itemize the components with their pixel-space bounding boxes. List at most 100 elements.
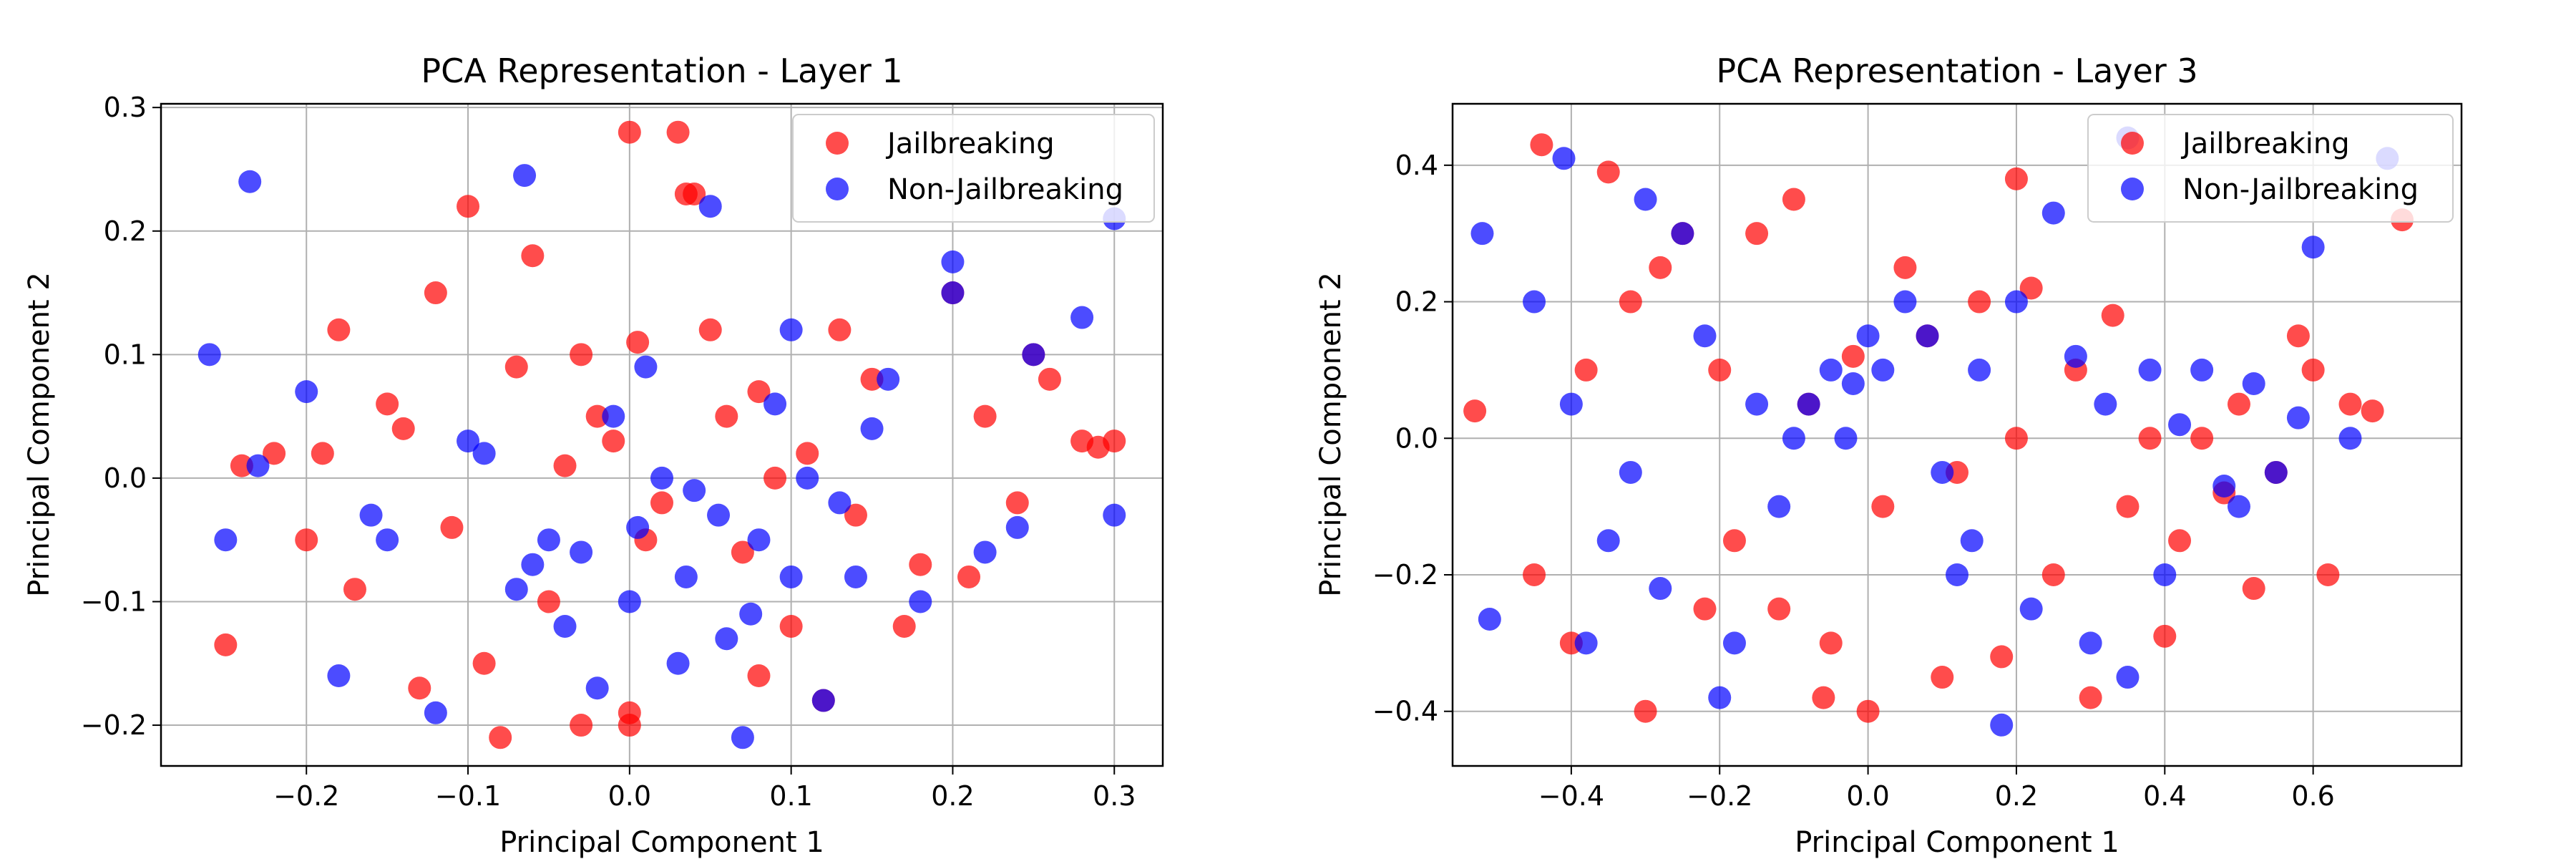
data-point-jailbreaking bbox=[2019, 276, 2043, 300]
data-point-jailbreaking bbox=[521, 244, 545, 268]
data-point-non-jailbreaking bbox=[457, 430, 480, 453]
y-tick-label: 0.3 bbox=[104, 92, 147, 123]
data-point-non-jailbreaking bbox=[1960, 529, 1984, 553]
data-point-non-jailbreaking bbox=[2212, 475, 2236, 498]
data-point-non-jailbreaking bbox=[2004, 290, 2028, 314]
data-point-non-jailbreaking bbox=[739, 602, 763, 626]
legend-label-jailbreaking: Jailbreaking bbox=[2180, 127, 2350, 160]
data-point-jailbreaking bbox=[311, 442, 334, 465]
data-point-non-jailbreaking bbox=[521, 553, 545, 576]
data-point-jailbreaking bbox=[1619, 290, 1642, 314]
data-point-non-jailbreaking bbox=[1916, 324, 1939, 348]
data-point-jailbreaking bbox=[2041, 563, 2065, 586]
legend: Jailbreaking Non-Jailbreaking bbox=[2087, 114, 2454, 223]
data-point-jailbreaking bbox=[408, 676, 431, 700]
data-point-jailbreaking bbox=[1819, 631, 1843, 655]
data-point-jailbreaking bbox=[844, 503, 867, 527]
data-point-jailbreaking bbox=[1574, 358, 1598, 382]
data-point-non-jailbreaking bbox=[1574, 631, 1598, 655]
data-point-jailbreaking bbox=[2116, 495, 2140, 518]
data-point-non-jailbreaking bbox=[1841, 372, 1865, 395]
axes-frame bbox=[160, 102, 1164, 767]
data-point-non-jailbreaking bbox=[1634, 188, 1657, 211]
data-point-non-jailbreaking bbox=[2338, 427, 2362, 450]
data-point-non-jailbreaking bbox=[2019, 597, 2043, 621]
data-point-non-jailbreaking bbox=[909, 590, 932, 613]
x-tick-label: 0.2 bbox=[1995, 780, 2038, 812]
data-point-non-jailbreaking bbox=[214, 528, 238, 552]
chart-title: PCA Representation - Layer 1 bbox=[421, 52, 902, 90]
data-point-non-jailbreaking bbox=[359, 503, 383, 527]
data-point-non-jailbreaking bbox=[1968, 358, 1991, 382]
data-point-jailbreaking bbox=[2242, 577, 2265, 601]
data-point-jailbreaking bbox=[2004, 427, 2028, 450]
data-point-non-jailbreaking bbox=[1834, 427, 1858, 450]
y-tick-label: 0.4 bbox=[1395, 150, 1438, 181]
data-point-non-jailbreaking bbox=[666, 651, 690, 675]
data-point-non-jailbreaking bbox=[763, 392, 787, 416]
data-point-non-jailbreaking bbox=[1990, 713, 2014, 737]
data-point-non-jailbreaking bbox=[747, 528, 771, 552]
data-point-jailbreaking bbox=[424, 281, 447, 305]
data-point-jailbreaking bbox=[1530, 133, 1553, 157]
data-point-non-jailbreaking bbox=[1478, 607, 1501, 631]
data-point-non-jailbreaking bbox=[1797, 392, 1820, 416]
data-point-jailbreaking bbox=[2227, 392, 2250, 416]
data-point-non-jailbreaking bbox=[197, 343, 221, 367]
data-point-non-jailbreaking bbox=[2301, 236, 2325, 259]
data-point-non-jailbreaking bbox=[779, 318, 803, 341]
data-point-jailbreaking bbox=[553, 454, 577, 477]
data-point-non-jailbreaking bbox=[1552, 147, 1576, 170]
data-point-non-jailbreaking bbox=[618, 590, 641, 613]
data-point-jailbreaking bbox=[1931, 666, 1954, 689]
axis-ticks: −0.2 −0.1 0.0 0.1 0.2 0.3 −0.2 −0.1 0.0 0.1 0.2 0.3 bbox=[81, 92, 1136, 812]
data-point-non-jailbreaking bbox=[1946, 563, 1968, 586]
x-tick-label: 0.3 bbox=[1093, 780, 1136, 812]
chart-title: PCA Representation - Layer 3 bbox=[1716, 52, 2197, 90]
data-point-non-jailbreaking bbox=[1470, 222, 1494, 246]
data-point-non-jailbreaking bbox=[1671, 222, 1694, 246]
data-point-jailbreaking bbox=[698, 318, 722, 341]
data-point-non-jailbreaking bbox=[602, 404, 625, 428]
data-point-jailbreaking bbox=[1463, 399, 1487, 423]
data-point-non-jailbreaking bbox=[1693, 324, 1717, 348]
data-point-non-jailbreaking bbox=[1596, 529, 1620, 553]
data-point-jailbreaking bbox=[796, 442, 819, 465]
data-point-non-jailbreaking bbox=[860, 417, 884, 440]
data-point-jailbreaking bbox=[763, 466, 787, 490]
data-point-jailbreaking bbox=[295, 528, 318, 552]
legend-marker-jailbreaking bbox=[2121, 132, 2144, 155]
data-point-jailbreaking bbox=[2301, 358, 2325, 382]
data-point-jailbreaking bbox=[1893, 256, 1917, 279]
data-point-non-jailbreaking bbox=[513, 164, 537, 188]
data-point-non-jailbreaking bbox=[472, 442, 496, 465]
data-point-jailbreaking bbox=[1767, 597, 1791, 621]
data-point-jailbreaking bbox=[1856, 699, 1880, 723]
data-point-jailbreaking bbox=[1841, 344, 1865, 368]
data-point-jailbreaking bbox=[2286, 324, 2310, 348]
data-point-jailbreaking bbox=[1990, 645, 2014, 669]
data-point-jailbreaking bbox=[2168, 529, 2192, 553]
data-point-non-jailbreaking bbox=[715, 627, 738, 651]
x-tick-label: 0.4 bbox=[2143, 780, 2186, 812]
data-point-non-jailbreaking bbox=[1559, 392, 1583, 416]
data-point-non-jailbreaking bbox=[504, 578, 528, 601]
data-point-jailbreaking bbox=[618, 120, 641, 144]
x-tick-label: −0.1 bbox=[435, 780, 501, 812]
y-tick-label: 0.1 bbox=[104, 339, 147, 370]
data-point-non-jailbreaking bbox=[2094, 392, 2117, 416]
y-tick-label: 0.2 bbox=[104, 215, 147, 247]
data-point-jailbreaking bbox=[1649, 256, 1672, 279]
data-point-jailbreaking bbox=[957, 565, 981, 588]
data-point-jailbreaking bbox=[602, 430, 625, 453]
data-point-jailbreaking bbox=[747, 380, 771, 404]
data-point-jailbreaking bbox=[504, 355, 528, 379]
y-tick-label: 0.0 bbox=[1395, 422, 1438, 454]
data-point-non-jailbreaking bbox=[246, 454, 270, 477]
data-point-jailbreaking bbox=[489, 726, 512, 749]
data-point-jailbreaking bbox=[973, 404, 997, 428]
data-point-non-jailbreaking bbox=[2041, 201, 2065, 225]
data-point-non-jailbreaking bbox=[2264, 460, 2288, 484]
data-point-jailbreaking bbox=[674, 182, 698, 205]
data-point-jailbreaking bbox=[537, 590, 560, 613]
